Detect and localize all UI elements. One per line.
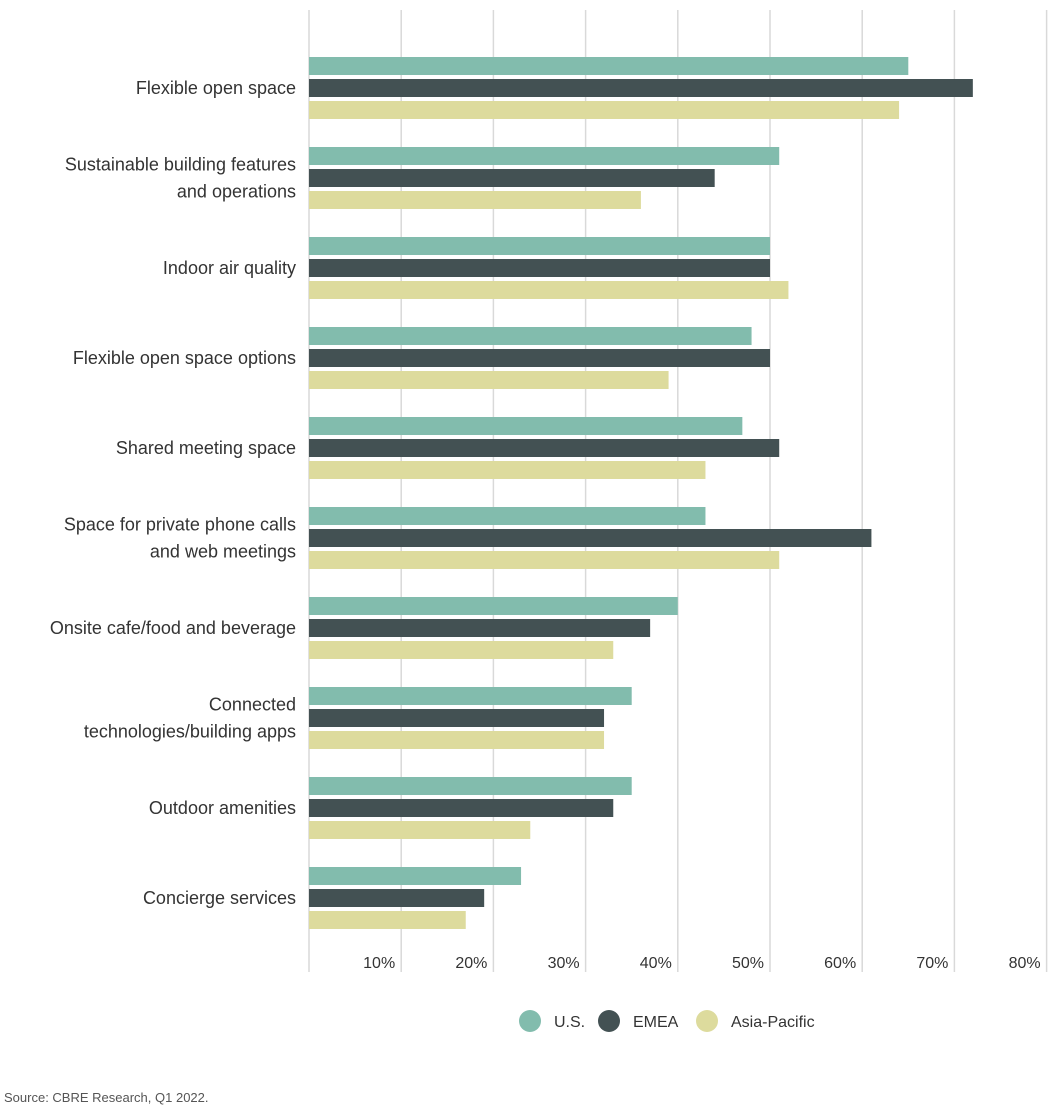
source-note: Source: CBRE Research, Q1 2022. xyxy=(4,1090,209,1105)
bar-u-s- xyxy=(309,147,780,165)
category-label: Outdoor amenities xyxy=(149,798,296,818)
bar-asia-pacific xyxy=(309,191,641,209)
legend-label: U.S. xyxy=(554,1014,585,1031)
bar-emea xyxy=(309,709,605,727)
bar-u-s- xyxy=(309,237,770,255)
bar-emea xyxy=(309,799,614,817)
bar-u-s- xyxy=(309,867,522,885)
bar-asia-pacific xyxy=(309,371,669,389)
bar-asia-pacific xyxy=(309,821,531,839)
bar-asia-pacific xyxy=(309,641,614,659)
bar-asia-pacific xyxy=(309,101,900,119)
bar-u-s- xyxy=(309,57,909,75)
category-label: Flexible open space xyxy=(136,78,296,98)
category-label: Onsite cafe/food and beverage xyxy=(50,618,296,638)
x-tick-label: 20% xyxy=(455,955,487,972)
legend-swatch xyxy=(519,1010,541,1032)
bar-asia-pacific xyxy=(309,461,706,479)
bar-u-s- xyxy=(309,777,632,795)
bar-u-s- xyxy=(309,417,743,435)
bar-u-s- xyxy=(309,327,752,345)
category-label: and operations xyxy=(177,182,296,202)
bar-u-s- xyxy=(309,597,678,615)
category-label: and web meetings xyxy=(150,542,296,562)
bar-emea xyxy=(309,889,485,907)
bar-emea xyxy=(309,349,770,367)
bar-emea xyxy=(309,619,651,637)
bar-u-s- xyxy=(309,507,706,525)
legend-label: EMEA xyxy=(633,1014,679,1031)
category-label: Shared meeting space xyxy=(116,438,296,458)
x-tick-label: 60% xyxy=(824,955,856,972)
x-tick-label: 80% xyxy=(1009,955,1041,972)
x-tick-label: 10% xyxy=(363,955,395,972)
category-label: Connected xyxy=(209,695,296,715)
bar-emea xyxy=(309,439,780,457)
category-label: Space for private phone calls xyxy=(64,515,296,535)
bar-u-s- xyxy=(309,687,632,705)
bar-asia-pacific xyxy=(309,731,605,749)
bar-emea xyxy=(309,169,715,187)
bar-emea xyxy=(309,79,973,97)
bar-chart: Flexible open space Sustainable building … xyxy=(50,10,1048,1032)
x-tick-label: 50% xyxy=(732,955,764,972)
legend-swatch xyxy=(696,1010,718,1032)
bar-asia-pacific xyxy=(309,551,780,569)
bar-asia-pacific xyxy=(309,281,789,299)
category-label: technologies/building apps xyxy=(84,722,296,742)
bar-emea xyxy=(309,259,770,277)
x-tick-label: 30% xyxy=(548,955,580,972)
category-label: Indoor air quality xyxy=(163,258,296,278)
category-label: Sustainable building features xyxy=(65,155,296,175)
category-label: Concierge services xyxy=(143,888,296,908)
category-label: Flexible open space options xyxy=(73,348,296,368)
x-tick-label: 70% xyxy=(916,955,948,972)
x-tick-label: 40% xyxy=(640,955,672,972)
bar-emea xyxy=(309,529,872,547)
bar-asia-pacific xyxy=(309,911,466,929)
legend-label: Asia-Pacific xyxy=(731,1014,815,1031)
legend-swatch xyxy=(598,1010,620,1032)
